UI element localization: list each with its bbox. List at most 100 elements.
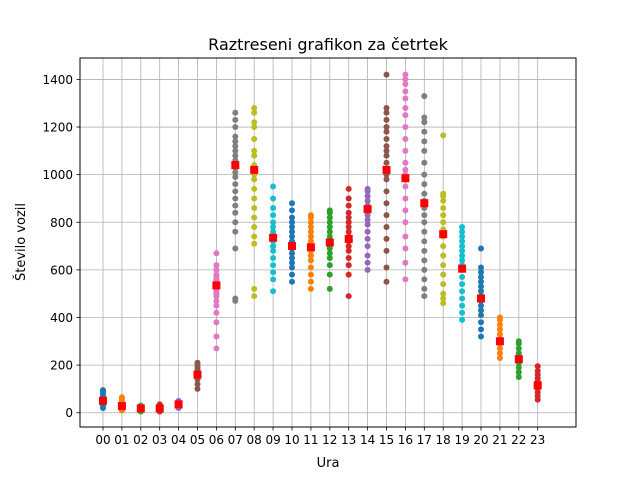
data-point: [251, 224, 258, 231]
data-point: [421, 276, 428, 283]
data-point: [307, 224, 314, 231]
data-point: [364, 216, 371, 223]
data-point: [232, 245, 239, 252]
data-point: [345, 202, 352, 209]
data-point: [459, 316, 466, 323]
data-point: [440, 197, 447, 204]
data-point: [515, 364, 522, 371]
data-point: [307, 257, 314, 264]
mean-marker: [363, 205, 372, 214]
chart-title: Raztreseni grafikon za četrtek: [208, 35, 448, 54]
data-point: [232, 124, 239, 131]
mean-marker: [193, 370, 202, 379]
data-point: [232, 202, 239, 209]
data-point: [496, 326, 503, 333]
data-point: [478, 319, 484, 326]
mean-marker: [420, 199, 429, 208]
data-point: [383, 104, 390, 111]
data-point: [289, 233, 295, 240]
data-point: [459, 309, 466, 316]
data-point: [326, 233, 333, 240]
x-tick-label: 08: [247, 433, 262, 447]
data-point: [213, 266, 220, 273]
data-point: [383, 224, 390, 231]
x-tick-label: 19: [454, 433, 469, 447]
data-point: [270, 269, 277, 276]
data-point: [402, 183, 409, 190]
mean-marker: [533, 381, 542, 390]
y-tick-label: 400: [50, 311, 73, 325]
data-point: [421, 119, 428, 126]
data-point: [364, 228, 371, 235]
y-tick-label: 1000: [42, 168, 73, 182]
data-point: [421, 228, 428, 235]
data-point: [402, 124, 409, 131]
data-point: [496, 321, 503, 328]
data-point: [270, 276, 277, 283]
data-point: [402, 76, 409, 83]
data-point: [345, 185, 352, 192]
data-point: [440, 219, 447, 226]
mean-marker: [306, 243, 315, 252]
x-tick-label: 09: [265, 433, 280, 447]
data-point: [307, 278, 314, 285]
data-point: [421, 238, 428, 245]
data-point: [478, 264, 484, 271]
data-point: [496, 314, 503, 321]
data-point: [270, 228, 277, 235]
data-point: [270, 195, 277, 202]
data-point: [402, 166, 409, 173]
data-point: [364, 235, 371, 242]
y-tick-label: 800: [50, 216, 73, 230]
data-point: [232, 181, 239, 188]
x-tick-label: 22: [511, 433, 526, 447]
mean-marker: [401, 174, 410, 183]
data-point: [251, 135, 258, 142]
data-points: [100, 71, 541, 415]
x-tick-label: 06: [209, 433, 224, 447]
data-point: [459, 228, 466, 235]
x-tick-label: 20: [473, 433, 488, 447]
data-point: [440, 290, 447, 297]
x-tick-label: 16: [398, 433, 413, 447]
data-point: [251, 233, 258, 240]
data-point: [496, 331, 503, 338]
x-tick-label: 17: [417, 433, 432, 447]
data-point: [307, 228, 314, 235]
data-point: [251, 214, 258, 221]
data-point: [345, 247, 352, 254]
y-tick-label: 1200: [42, 121, 73, 135]
data-point: [326, 214, 333, 221]
data-point: [251, 204, 258, 211]
data-point: [459, 238, 466, 245]
data-point: [459, 247, 466, 254]
data-point: [251, 109, 258, 116]
data-point: [270, 224, 277, 231]
data-point: [326, 228, 333, 235]
data-point: [383, 147, 390, 154]
x-axis-label: Ura: [317, 456, 340, 471]
data-point: [270, 247, 277, 254]
data-point: [440, 262, 447, 269]
data-point: [307, 233, 314, 240]
data-point: [402, 135, 409, 142]
data-point: [270, 183, 277, 190]
data-point: [345, 214, 352, 221]
data-point: [307, 264, 314, 271]
data-point: [402, 259, 409, 266]
data-point: [421, 266, 428, 273]
data-point: [478, 312, 484, 319]
data-point: [402, 219, 409, 226]
data-point: [232, 143, 239, 150]
y-tick-label: 200: [50, 359, 73, 373]
data-point: [515, 345, 522, 352]
data-point: [478, 278, 484, 285]
data-point: [383, 247, 390, 254]
data-point: [232, 219, 239, 226]
data-point: [270, 243, 277, 250]
data-point: [213, 297, 220, 304]
data-point: [289, 271, 295, 278]
data-point: [402, 81, 409, 88]
data-point: [251, 240, 258, 247]
data-point: [307, 238, 314, 245]
